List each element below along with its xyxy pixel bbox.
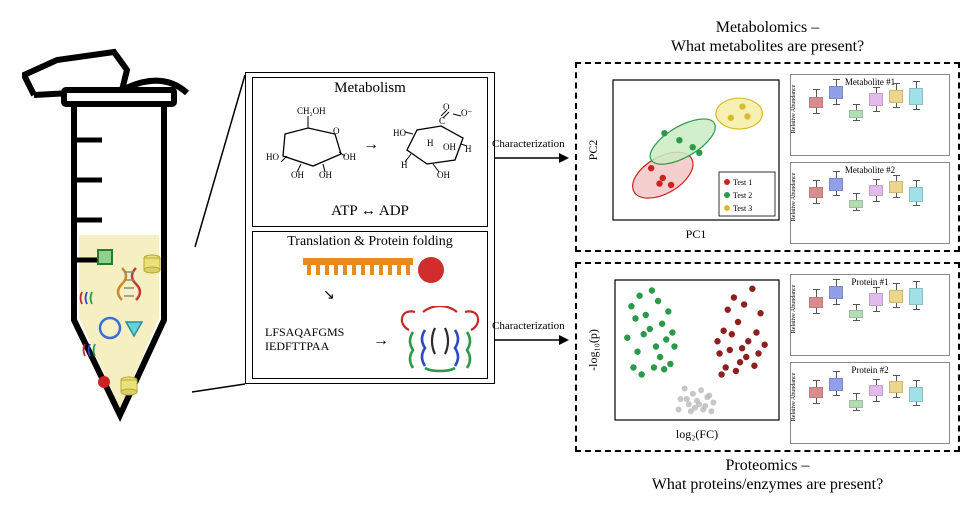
ribosome-icon <box>303 254 453 288</box>
char-label-2: Characterization <box>492 320 565 332</box>
volcano-plot: log₂(FC) -log₁₀(p) <box>585 274 785 444</box>
proteomics-box: log₂(FC) -log₁₀(p) Protein #1 Relative Ab… <box>575 262 960 452</box>
metabolomics-box: PC1 PC2 Test 1 Test 2 Test 3 Metabolite #1 R… <box>575 62 960 252</box>
proteomics-heading: Proteomics – What proteins/enzymes are p… <box>575 456 960 494</box>
svg-text:CH₂OH: CH₂OH <box>297 106 326 116</box>
svg-text:Test 2: Test 2 <box>733 191 752 200</box>
protein-boxplots: Protein #1 Relative Abundance Protein #2… <box>790 274 950 444</box>
svg-text:PC2: PC2 <box>586 140 600 161</box>
metabolite-box-1: Metabolite #1 Relative Abundance <box>790 74 950 156</box>
svg-text:OH: OH <box>443 142 456 152</box>
char-label-1: Characterization <box>492 138 565 150</box>
svg-text:O⁻: O⁻ <box>461 108 472 118</box>
translation-arrow-down: ↘ <box>323 287 335 304</box>
svg-text:HO: HO <box>393 128 406 138</box>
svg-text:H: H <box>427 138 434 148</box>
translation-panel: Translation & Protein folding ↘ LFSAQAFG… <box>252 231 488 379</box>
metabolomics-heading: Metabolomics – What metabolites are pres… <box>575 18 960 56</box>
translation-title: Translation & Protein folding <box>253 234 487 250</box>
glucose-structure: CH₂OH O HO OH OH OH <box>263 104 363 182</box>
svg-text:OH: OH <box>343 152 356 162</box>
svg-text:H: H <box>401 160 408 170</box>
center-column: Metabolism CH₂OH O HO OH OH OH → O O⁻ C … <box>245 72 495 384</box>
svg-text:OH: OH <box>319 170 332 180</box>
product-structure: O O⁻ C HO H OH H H OH <box>383 102 483 184</box>
pca-plot: PC1 PC2 Test 1 Test 2 Test 3 <box>585 74 785 244</box>
peptide-sequence: LFSAQAFGMS IEDFTTPAA <box>265 326 344 354</box>
svg-text:O: O <box>333 126 340 136</box>
metabolism-title: Metabolism <box>253 80 487 97</box>
metabolism-panel: Metabolism CH₂OH O HO OH OH OH → O O⁻ C … <box>252 77 488 227</box>
protein-box-1: Protein #1 Relative Abundance <box>790 274 950 356</box>
svg-text:Test 3: Test 3 <box>733 204 752 213</box>
folded-protein-icon <box>395 306 485 374</box>
svg-text:-log₁₀(p): -log₁₀(p) <box>586 329 600 371</box>
svg-text:HO: HO <box>266 152 279 162</box>
metabolite-box-2: Metabolite #2 Relative Abundance <box>790 162 950 244</box>
protein-box-2: Protein #2 Relative Abundance <box>790 362 950 444</box>
metabolite-boxplots: Metabolite #1 Relative Abundance Metabol… <box>790 74 950 244</box>
svg-text:Test 1: Test 1 <box>733 178 752 187</box>
atp-adp-line: ATP ↔ ADP <box>253 203 487 220</box>
svg-text:PC1: PC1 <box>686 227 707 241</box>
svg-text:log₂(FC): log₂(FC) <box>676 427 718 441</box>
translation-arrow-right: → <box>373 332 389 350</box>
svg-text:C: C <box>439 116 445 126</box>
reaction-arrow: → <box>363 136 379 154</box>
